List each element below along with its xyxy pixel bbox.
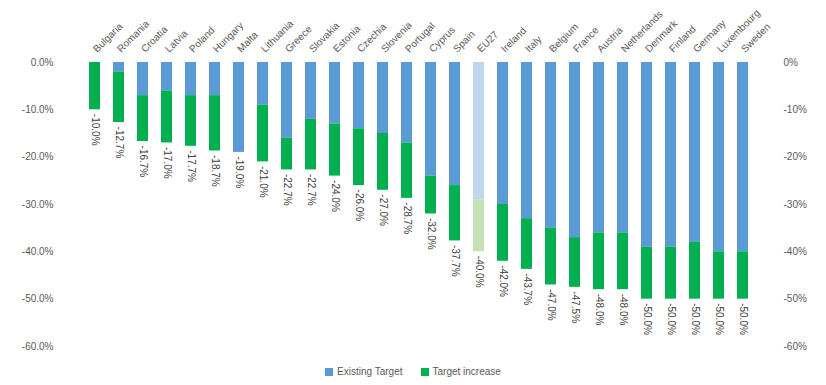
svg-text:-48.0%: -48.0% (618, 294, 629, 326)
svg-text:-16.7%: -16.7% (138, 146, 149, 178)
svg-text:0%: 0% (784, 57, 799, 68)
svg-text:-32.0%: -32.0% (426, 218, 437, 250)
svg-text:-50.0%: -50.0% (738, 303, 749, 335)
svg-text:-47.5%: -47.5% (570, 291, 581, 323)
svg-text:-47.0%: -47.0% (546, 289, 557, 321)
svg-text:France: France (571, 24, 601, 54)
svg-text:Croatia: Croatia (138, 23, 170, 55)
svg-text:-60.0%: -60.0% (22, 341, 54, 352)
svg-text:-19.0%: -19.0% (234, 156, 245, 188)
svg-text:-26.0%: -26.0% (354, 190, 365, 222)
html-text:Target increase: Target increase (432, 365, 501, 377)
svg-text:Italy: Italy (523, 34, 544, 55)
svg-text:Estonia: Estonia (330, 23, 363, 55)
svg-text:Denmark: Denmark (642, 17, 680, 55)
svg-text:-50.0%: -50.0% (714, 303, 725, 335)
svg-text:Greece: Greece (282, 23, 314, 55)
svg-text:Lithuania: Lithuania (258, 17, 296, 55)
svg-text:-43.7%: -43.7% (522, 273, 533, 305)
svg-text:-30.0%: -30.0% (22, 199, 54, 210)
svg-text:Latvia: Latvia (163, 27, 190, 54)
svg-text:-20.0%: -20.0% (22, 151, 54, 162)
svg-text:-22.7%: -22.7% (282, 174, 293, 206)
svg-text:-42.0%: -42.0% (498, 265, 509, 297)
svg-text:-10.0%: -10.0% (90, 114, 101, 146)
svg-text:-50.0%: -50.0% (22, 293, 54, 304)
svg-text:Hungary: Hungary (210, 19, 246, 55)
svg-text:-40.0%: -40.0% (474, 256, 485, 288)
svg-text:Netherlands: Netherlands (618, 8, 665, 55)
svg-text:-30%: -30% (784, 199, 807, 210)
svg-text:-40.0%: -40.0% (22, 246, 54, 257)
svg-text:-21.0%: -21.0% (258, 166, 269, 198)
svg-text:-50.0%: -50.0% (666, 303, 677, 335)
svg-text:-37.7%: -37.7% (450, 245, 461, 277)
svg-text:-17.0%: -17.0% (162, 147, 173, 179)
svg-text:Poland: Poland (187, 25, 217, 55)
svg-text:Bulgaria: Bulgaria (90, 20, 125, 55)
svg-text:Germany: Germany (690, 17, 728, 55)
svg-text:Czechia: Czechia (354, 21, 389, 55)
svg-text:-22.7%: -22.7% (306, 174, 317, 206)
svg-text:Romania: Romania (114, 18, 151, 55)
svg-text:-27.0%: -27.0% (378, 194, 389, 226)
svg-text:-28.7%: -28.7% (402, 202, 413, 234)
svg-text:-40%: -40% (784, 246, 807, 257)
svg-text:Austria: Austria (595, 24, 625, 54)
svg-text:-17.7%: -17.7% (186, 150, 197, 182)
svg-text:-50%: -50% (784, 293, 807, 304)
svg-text:Finland: Finland (666, 23, 698, 55)
svg-text:Spain: Spain (451, 28, 477, 54)
svg-text:EU27: EU27 (475, 29, 501, 55)
svg-text:-10%: -10% (784, 104, 807, 115)
svg-text:-50.0%: -50.0% (690, 303, 701, 335)
html-text:Existing Target: Existing Target (337, 365, 403, 377)
svg-text:-20%: -20% (784, 151, 807, 162)
svg-text:Malta: Malta (235, 29, 260, 54)
svg-text:-18.7%: -18.7% (210, 155, 221, 187)
svg-text:0.0%: 0.0% (31, 57, 54, 68)
svg-text:Cyprus: Cyprus (427, 24, 457, 54)
svg-text:-50.0%: -50.0% (642, 303, 653, 335)
svg-text:Slovenia: Slovenia (378, 19, 414, 55)
svg-text:-12.7%: -12.7% (114, 127, 125, 159)
svg-text:-48.0%: -48.0% (594, 294, 605, 326)
svg-text:Slovakia: Slovakia (306, 19, 342, 55)
svg-text:Sweden: Sweden (739, 21, 772, 54)
svg-text:Luxembourg: Luxembourg (714, 7, 762, 55)
svg-text:Portugal: Portugal (402, 20, 437, 55)
svg-text:-10.0%: -10.0% (22, 104, 54, 115)
svg-text:Belgium: Belgium (546, 21, 581, 55)
svg-text:-24.0%: -24.0% (330, 180, 341, 212)
svg-text:-60%: -60% (784, 341, 807, 352)
svg-text:Ireland: Ireland (499, 25, 528, 54)
